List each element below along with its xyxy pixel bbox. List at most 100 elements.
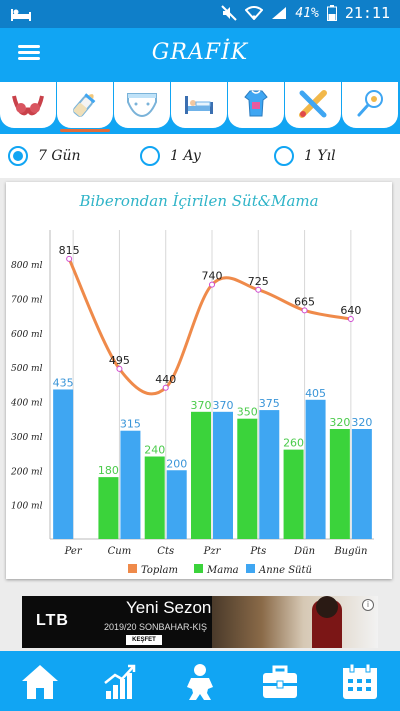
- data-label-toplam: 640: [340, 304, 361, 317]
- tab-breast[interactable]: [0, 82, 56, 128]
- category-tabs: [0, 78, 400, 134]
- data-label-toplam: 665: [294, 295, 315, 308]
- ad-cta-button[interactable]: KEŞFET: [126, 635, 162, 645]
- point-toplam: [255, 286, 262, 293]
- bar-anne-sutu: [53, 389, 74, 539]
- bar-anne-sutu: [259, 410, 280, 539]
- data-label-mama: 370: [191, 399, 212, 412]
- tab-sleep[interactable]: [171, 82, 227, 128]
- legend-swatch: [246, 564, 255, 573]
- data-label-toplam: 725: [248, 275, 269, 288]
- y-tick-label: 700 ml: [11, 295, 43, 305]
- ad-info-icon[interactable]: i: [362, 599, 374, 611]
- point-toplam: [347, 316, 354, 322]
- point-toplam: [301, 307, 308, 314]
- x-tick-label: Pzr: [203, 546, 222, 557]
- chart-card: Biberondan İçirilen Süt&Mama 100 ml 200 ml…: [6, 182, 392, 579]
- x-tick-label: Cts: [157, 546, 174, 557]
- tab-diaper[interactable]: [114, 82, 170, 128]
- data-label-anne-sutu: 375: [259, 397, 280, 410]
- ad-subline: 2019/20 SONBAHAR-KIŞ: [104, 622, 208, 632]
- menu-button[interactable]: [16, 42, 46, 64]
- data-label-anne-sutu: 200: [166, 457, 187, 470]
- range-option-1-ay[interactable]: 1 Ay: [140, 144, 201, 168]
- data-label-anne-sutu: 370: [213, 399, 234, 412]
- point-toplam: [209, 281, 215, 288]
- chart-title: Biberondan İçirilen Süt&Mama: [78, 192, 318, 210]
- breast-pump-icon: [12, 95, 44, 116]
- data-label-toplam: 495: [109, 354, 130, 367]
- nav-home[interactable]: [20, 663, 60, 701]
- wifi-icon: [245, 6, 264, 20]
- battery-icon: [326, 5, 337, 21]
- x-tick-label: Cum: [108, 546, 132, 557]
- bar-anne-sutu: [351, 429, 372, 539]
- y-tick-label: 500 ml: [11, 364, 43, 374]
- range-selector: 7 Gün 1 Ay 1 Yıl: [0, 134, 400, 178]
- briefcase-icon: [263, 665, 297, 698]
- data-label-mama: 240: [144, 444, 165, 457]
- bar-mama: [329, 429, 350, 539]
- data-label-anne-sutu: 315: [120, 418, 141, 431]
- nav-kit[interactable]: [260, 663, 300, 701]
- bar-anne-sutu: [213, 411, 233, 539]
- legend-label: Anne Sütü: [258, 565, 312, 576]
- chart-icon: [104, 664, 136, 699]
- clock: 21:11: [344, 4, 390, 22]
- point-toplam: [66, 255, 73, 262]
- legend-label: Toplam: [141, 565, 178, 576]
- baby-sleep-notification-icon: [11, 9, 31, 21]
- bottom-nav: [0, 651, 400, 711]
- bar-mama: [237, 418, 258, 539]
- calendar-icon: [343, 663, 377, 699]
- tab-health[interactable]: [285, 82, 341, 128]
- diaper-icon: [127, 93, 157, 118]
- mute-icon: [221, 5, 238, 21]
- app-bar: GRAFİK: [0, 28, 400, 78]
- ad-headline: Yeni Sezon: [126, 598, 212, 617]
- y-tick-label: 300 ml: [11, 433, 43, 443]
- thermometer-icon: [299, 90, 327, 118]
- bar-anne-sutu: [120, 430, 141, 539]
- data-label-mama: 350: [237, 406, 258, 419]
- y-tick-label: 400 ml: [10, 399, 43, 409]
- bar-anne-sutu: [166, 470, 187, 539]
- nav-calendar[interactable]: [340, 663, 380, 701]
- legend-label: Mama: [206, 565, 239, 576]
- point-toplam: [162, 384, 169, 391]
- bar-mama: [191, 411, 211, 539]
- legend-swatch: [128, 564, 137, 573]
- onesie-icon: [244, 90, 268, 117]
- radio-icon: [274, 146, 294, 166]
- bar-mama: [144, 456, 165, 539]
- x-tick-label: Bugün: [333, 546, 367, 557]
- x-tick-label: Pts: [249, 546, 266, 557]
- y-tick-label: 600 ml: [11, 330, 43, 340]
- baby-bottle-icon: [73, 93, 96, 117]
- bed-icon: [185, 96, 213, 114]
- ad-photo: [212, 596, 378, 648]
- y-tick-label: 800 ml: [11, 261, 43, 271]
- data-label-mama: 180: [98, 464, 119, 477]
- signal-icon: [272, 7, 287, 19]
- tab-toy[interactable]: [342, 82, 398, 128]
- tab-clothes[interactable]: [228, 82, 284, 128]
- data-label-anne-sutu: 435: [53, 376, 74, 389]
- range-option-1-yil[interactable]: 1 Yıl: [274, 144, 336, 168]
- data-label-mama: 260: [283, 437, 304, 450]
- y-tick-label: 200 ml: [10, 467, 43, 477]
- data-label-anne-sutu: 405: [305, 387, 326, 400]
- data-label-toplam: 815: [59, 244, 80, 257]
- hamburger-icon: [18, 45, 40, 48]
- radio-selected-icon: [8, 146, 28, 166]
- baby-icon: [187, 664, 213, 700]
- nav-baby[interactable]: [180, 663, 220, 701]
- range-option-7-gun[interactable]: 7 Gün: [8, 144, 81, 168]
- tab-bottle[interactable]: [57, 82, 113, 132]
- page-title: GRAFİK: [151, 40, 249, 65]
- status-bar: 41% 21:11: [0, 0, 400, 28]
- ad-banner[interactable]: LTB Yeni Sezon 2019/20 SONBAHAR-KIŞ KEŞF…: [22, 596, 378, 648]
- legend-swatch: [194, 564, 203, 573]
- bar-anne-sutu: [305, 399, 326, 539]
- nav-chart[interactable]: [100, 663, 140, 701]
